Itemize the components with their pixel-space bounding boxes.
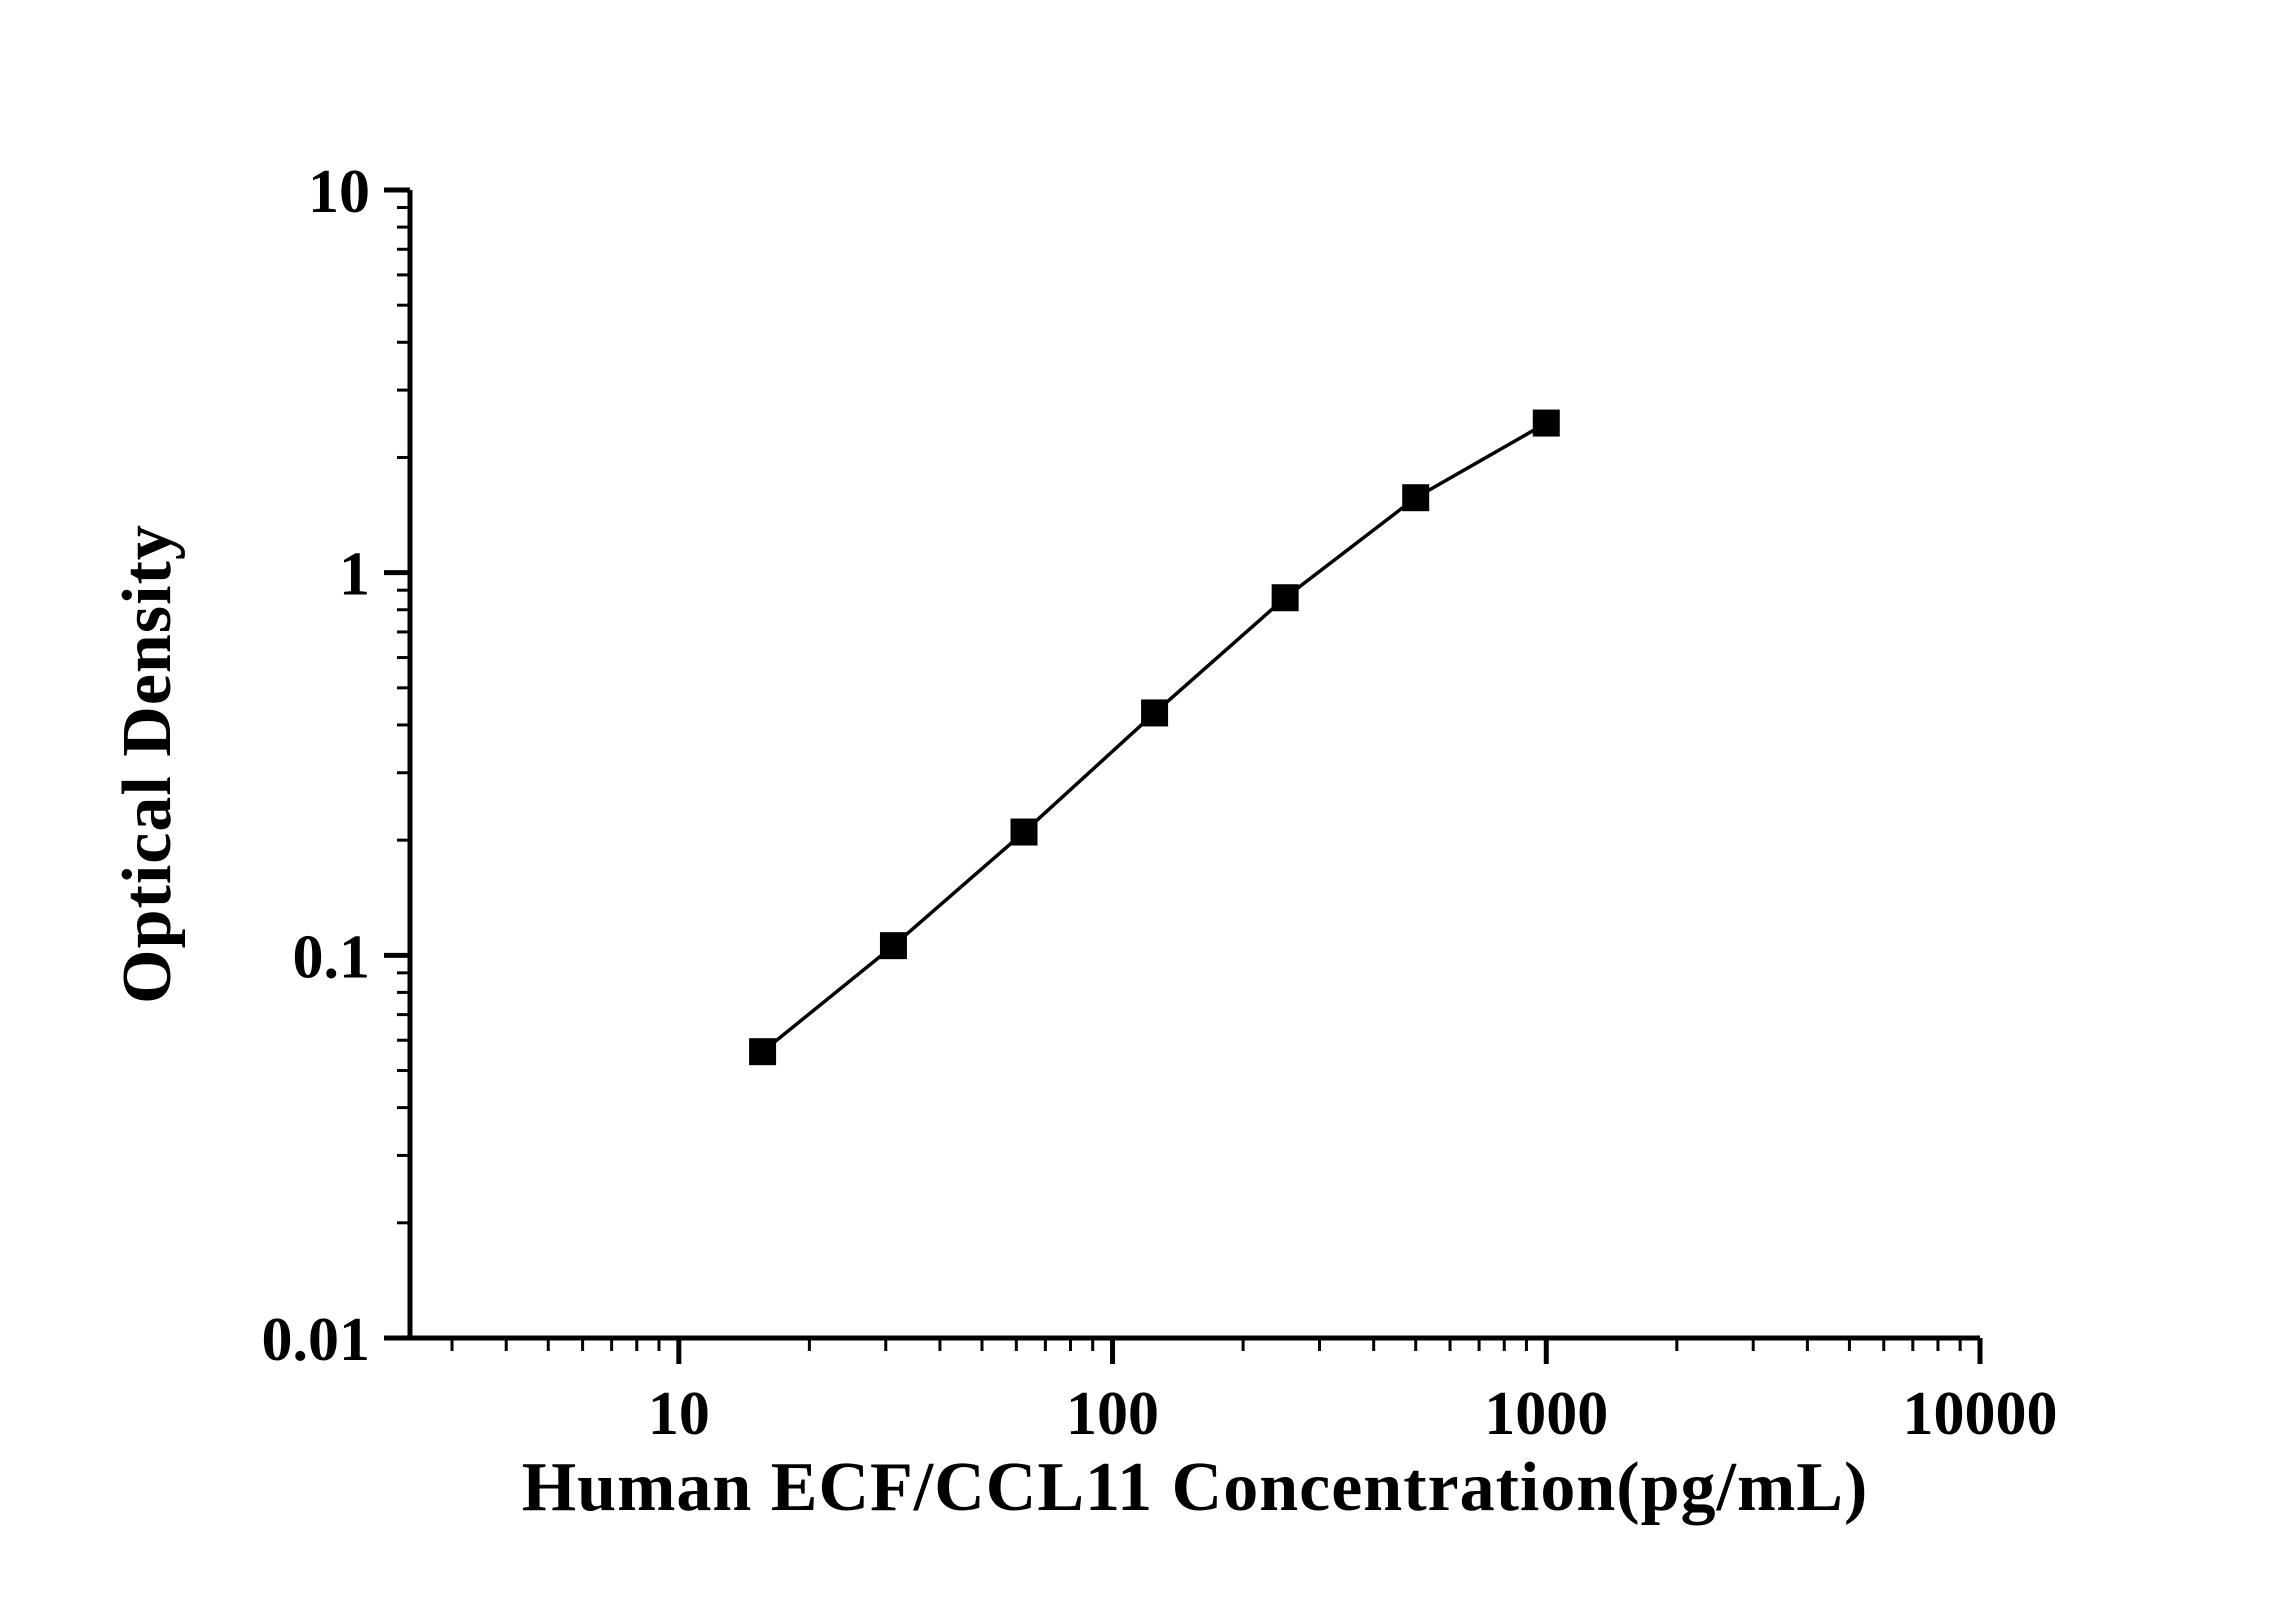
data-point-marker <box>749 1038 777 1066</box>
y-tick-label: 0.01 <box>262 1306 371 1374</box>
x-tick-label: 10000 <box>1903 1380 2058 1448</box>
x-tick-label: 1000 <box>1484 1380 1608 1448</box>
x-tick-label: 10 <box>648 1380 710 1448</box>
y-tick-label: 10 <box>308 158 370 226</box>
x-tick-label: 100 <box>1066 1380 1159 1448</box>
data-point-marker <box>1271 584 1299 612</box>
x-axis-title: Human ECF/CCL11 Concentration(pg/mL) <box>521 1449 1869 1526</box>
data-point-marker <box>1141 699 1169 727</box>
data-point-marker <box>1010 818 1038 846</box>
data-point-marker <box>879 932 907 960</box>
data-point-marker <box>1402 484 1430 512</box>
data-point-marker <box>1532 409 1560 437</box>
y-tick-label: 1 <box>339 541 370 609</box>
y-tick-label: 0.1 <box>293 923 371 991</box>
y-axis-title: Optical Density <box>109 524 186 1004</box>
